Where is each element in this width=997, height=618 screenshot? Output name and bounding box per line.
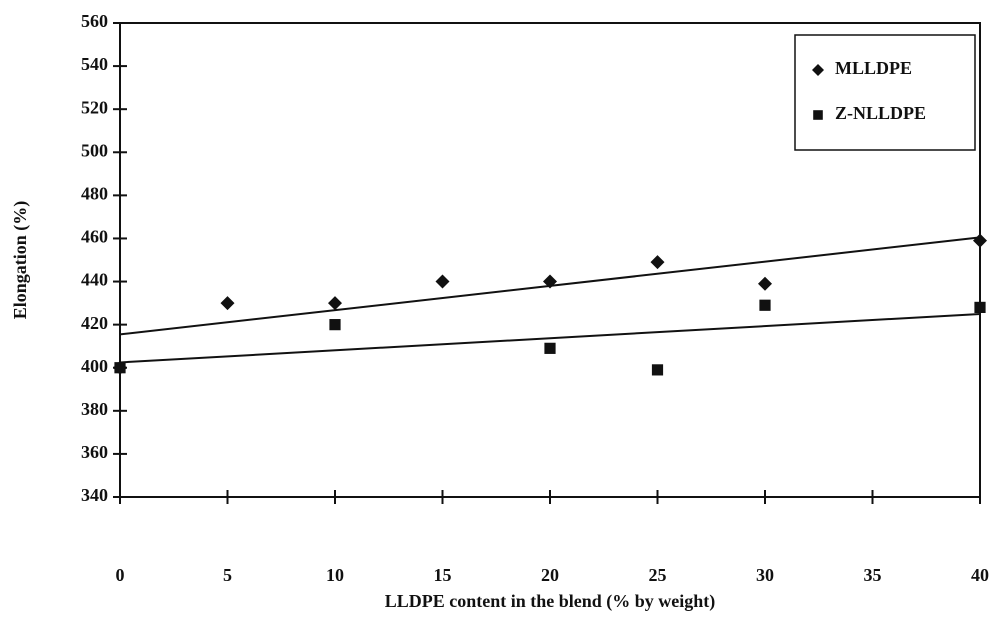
diamond-marker: [220, 296, 235, 311]
y-tick-label: 420: [81, 313, 108, 333]
y-tick-label: 340: [81, 485, 108, 505]
x-tick-label: 15: [434, 565, 452, 585]
square-marker: [329, 319, 341, 331]
x-tick-label: 30: [756, 565, 774, 585]
y-tick-label: 460: [81, 227, 108, 247]
y-tick-label: 540: [81, 54, 108, 74]
square-marker: [114, 362, 126, 374]
square-marker: [759, 299, 771, 311]
y-tick-label: 480: [81, 183, 108, 203]
x-axis-label: LLDPE content in the blend (% by weight): [385, 591, 716, 612]
x-tick-label: 20: [541, 565, 559, 585]
trend-line: [119, 312, 981, 364]
diamond-marker: [758, 276, 772, 291]
legend-label: MLLDPE: [835, 58, 912, 78]
y-tick-label: 440: [81, 270, 108, 290]
x-tick-label: 0: [116, 565, 125, 585]
y-axis-label: Elongation (%): [10, 201, 31, 320]
legend-label: Z-NLLDPE: [835, 103, 926, 123]
diamond-marker: [435, 274, 450, 289]
diamond-marker: [812, 64, 824, 76]
y-tick-label: 560: [81, 11, 108, 31]
y-tick-label: 520: [81, 97, 108, 117]
x-tick-label: 10: [326, 565, 344, 585]
y-tick-label: 500: [81, 140, 108, 160]
square-marker: [974, 301, 986, 313]
diamond-marker: [543, 274, 557, 289]
diamond-marker: [973, 233, 987, 248]
x-tick-label: 25: [649, 565, 667, 585]
diamond-marker: [650, 255, 665, 270]
square-marker: [813, 110, 823, 120]
square-marker: [544, 342, 556, 354]
square-marker: [651, 364, 664, 376]
x-tick-label: 5: [223, 565, 232, 585]
y-tick-label: 360: [81, 442, 108, 462]
legend-box: [794, 34, 976, 151]
x-tick-label: 40: [971, 565, 989, 585]
diamond-marker: [328, 296, 342, 311]
y-tick-label: 380: [81, 399, 108, 419]
x-tick-label: 35: [864, 565, 882, 585]
y-tick-label: 400: [81, 356, 108, 376]
